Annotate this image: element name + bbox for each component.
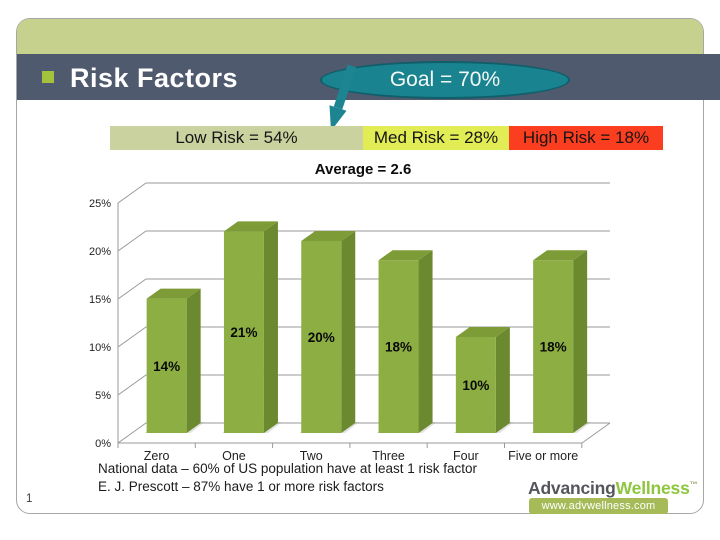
page-number: 1: [26, 493, 33, 505]
footnote-block: National data – 60% of US population hav…: [98, 460, 477, 495]
bar-top-face: [301, 231, 356, 241]
bar-value-label: 18%: [540, 340, 567, 355]
page-title: Risk Factors: [70, 63, 239, 93]
med-risk-label: Med Risk = 28%: [373, 128, 499, 147]
bar: [223, 231, 264, 433]
y-tick-label: 5%: [95, 390, 111, 402]
bar-side-face: [573, 250, 588, 433]
footnote-line-1: National data – 60% of US population hav…: [98, 461, 477, 476]
low-risk-label: Low Risk = 54%: [175, 128, 298, 147]
bar-side-face: [263, 221, 278, 433]
goal-callout-label: Goal = 70%: [389, 68, 501, 91]
trademark-icon: ™: [689, 480, 698, 490]
slide-frame: [16, 18, 704, 514]
bar-top-face: [146, 288, 201, 299]
advancing-wellness-logo: AdvancingWellness™: [528, 478, 698, 499]
y-tick-label: 10%: [89, 342, 111, 354]
med-risk-band: Med Risk = 28%: [363, 126, 509, 150]
category-label: Three: [372, 449, 405, 463]
y-tick-label: 0%: [95, 438, 111, 450]
title-bullet-square: [42, 71, 54, 83]
header-top-band: [17, 19, 703, 54]
floor-right-edge: [581, 422, 611, 444]
bar: [533, 260, 574, 433]
gridline: [117, 278, 610, 300]
bar: [455, 337, 496, 433]
category-label: One: [222, 449, 246, 463]
low-risk-band: Low Risk = 54%: [110, 126, 363, 150]
bar-value-label: 18%: [385, 340, 412, 355]
category-label: Zero: [144, 449, 170, 463]
bar-top-face: [455, 327, 510, 337]
chart-title: Average = 2.6: [314, 161, 412, 178]
category-label: Two: [300, 449, 323, 463]
bar: [301, 241, 342, 433]
high-risk-label: High Risk = 18%: [522, 128, 650, 147]
gridline: [117, 374, 610, 396]
y-tick-label: 25%: [89, 198, 111, 210]
gridline: [117, 422, 610, 444]
high-risk-band: High Risk = 18%: [509, 126, 663, 150]
gridline: [117, 182, 610, 204]
bar-value-label: 10%: [462, 378, 489, 393]
bar-top-face: [223, 221, 278, 232]
logo-url-box: www.advwellness.com: [529, 498, 668, 514]
category-label: Four: [453, 449, 479, 463]
logo-url-text: www.advwellness.com: [541, 500, 656, 512]
bar-value-label: 21%: [230, 325, 257, 340]
footnote-line-2: E. J. Prescott – 87% have 1 or more risk…: [98, 478, 384, 494]
gridline: [117, 230, 610, 252]
category-label: Five or more: [508, 449, 578, 463]
bar-value-label: 14%: [153, 359, 180, 374]
y-tick-label: 15%: [89, 294, 111, 306]
bar-side-face: [495, 327, 510, 433]
bar-side-face: [186, 288, 201, 433]
risk-chart: 0% 5% 10% 15% 20% 25% Zero One Two Three Four Five …: [89, 182, 611, 463]
y-tick-label: 20%: [89, 246, 111, 258]
logo-advancing-text: Advancing: [528, 478, 616, 498]
bar-top-face: [533, 250, 588, 261]
gridline: [117, 326, 610, 348]
goal-callout-ellipse: Goal = 70%: [320, 61, 570, 99]
bar: [146, 298, 187, 433]
goal-arrow-icon: [329, 64, 357, 131]
bar: [378, 260, 419, 433]
logo-wellness-text: Wellness: [615, 478, 690, 498]
bar-side-face: [418, 250, 433, 433]
bar-side-face: [341, 231, 356, 433]
bar-value-label: 20%: [308, 330, 335, 345]
bar-top-face: [378, 250, 433, 261]
